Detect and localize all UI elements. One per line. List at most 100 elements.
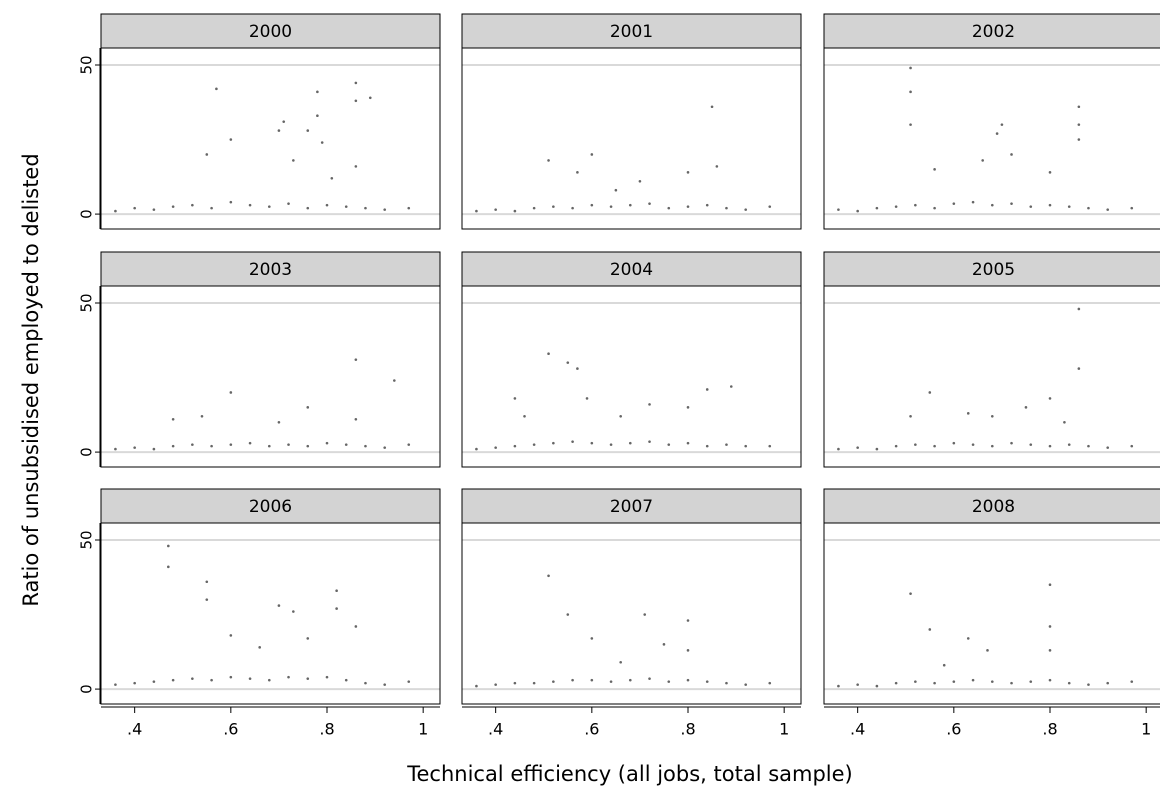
point	[566, 361, 570, 364]
point	[710, 105, 714, 109]
point	[648, 202, 651, 205]
point	[344, 205, 348, 208]
point	[383, 446, 387, 449]
point	[576, 171, 579, 174]
point	[306, 677, 310, 680]
point	[638, 179, 642, 183]
panel-title: 2006	[249, 497, 292, 517]
point	[114, 209, 117, 213]
x-axis-label: Technical efficiency (all jobs, total sa…	[406, 762, 853, 786]
point	[191, 443, 194, 446]
point	[990, 444, 994, 448]
point	[325, 203, 329, 207]
panel-frame	[461, 522, 802, 705]
point	[933, 681, 936, 685]
panel-header	[100, 488, 441, 524]
point	[768, 205, 772, 208]
x-tick-label: .8	[1042, 720, 1057, 739]
point	[210, 444, 213, 448]
point	[383, 208, 387, 211]
point	[725, 206, 728, 210]
point	[768, 444, 772, 448]
point	[354, 165, 358, 168]
point	[856, 683, 859, 686]
x-tick-label: .8	[680, 720, 695, 739]
panel-title: 2000	[249, 22, 292, 42]
point	[856, 209, 859, 213]
point	[407, 206, 411, 210]
point	[705, 388, 709, 391]
point	[566, 613, 570, 616]
point	[171, 444, 175, 448]
point	[1077, 123, 1081, 126]
point	[306, 206, 310, 210]
point	[258, 646, 261, 649]
point	[705, 444, 709, 448]
point	[1048, 625, 1052, 628]
point	[325, 441, 329, 445]
x-tick-label: .4	[488, 720, 503, 739]
point	[354, 358, 358, 361]
point	[354, 81, 358, 85]
point	[571, 678, 574, 682]
point	[590, 203, 594, 207]
point	[576, 367, 579, 370]
point	[619, 415, 622, 418]
x-tick-label: .4	[127, 720, 142, 739]
point	[744, 208, 748, 211]
point	[114, 447, 117, 451]
panel-frame	[823, 47, 1160, 230]
point	[590, 153, 594, 156]
point	[114, 683, 117, 686]
point	[513, 444, 517, 448]
x-tick-label: .6	[223, 720, 238, 739]
point	[590, 637, 594, 640]
point	[995, 132, 999, 135]
point	[914, 443, 917, 446]
point	[725, 681, 728, 685]
point	[894, 205, 898, 208]
point	[1077, 307, 1081, 311]
point	[875, 206, 879, 210]
point	[364, 444, 367, 448]
point	[837, 208, 840, 211]
point	[628, 678, 632, 682]
point	[306, 444, 310, 448]
point	[1067, 681, 1071, 685]
point	[1106, 446, 1110, 449]
point	[1048, 583, 1052, 587]
point	[287, 202, 290, 205]
panel-title: 2001	[610, 22, 653, 42]
point	[648, 677, 651, 680]
panel-frame	[823, 522, 1160, 705]
point	[628, 441, 632, 445]
point	[942, 663, 946, 667]
panel-frame	[100, 522, 441, 705]
point	[894, 681, 898, 685]
point	[171, 205, 175, 208]
point	[475, 209, 478, 213]
point	[609, 205, 613, 208]
y-tick-label: 0	[78, 684, 96, 694]
point	[532, 206, 536, 210]
y-tick-label: 50	[78, 55, 96, 74]
point	[1063, 420, 1066, 424]
point	[966, 412, 970, 415]
panel-frame	[461, 47, 802, 230]
point	[1077, 367, 1081, 370]
point	[316, 90, 319, 94]
point	[667, 443, 671, 446]
point	[210, 678, 213, 682]
point	[990, 203, 994, 207]
point	[928, 391, 932, 394]
point	[609, 680, 613, 683]
point	[335, 589, 338, 592]
point	[523, 415, 526, 418]
point	[1048, 171, 1052, 174]
point	[1024, 406, 1028, 409]
point	[1106, 681, 1110, 685]
point	[1029, 205, 1033, 208]
point	[248, 203, 252, 207]
point	[729, 385, 733, 388]
point	[1010, 681, 1013, 685]
